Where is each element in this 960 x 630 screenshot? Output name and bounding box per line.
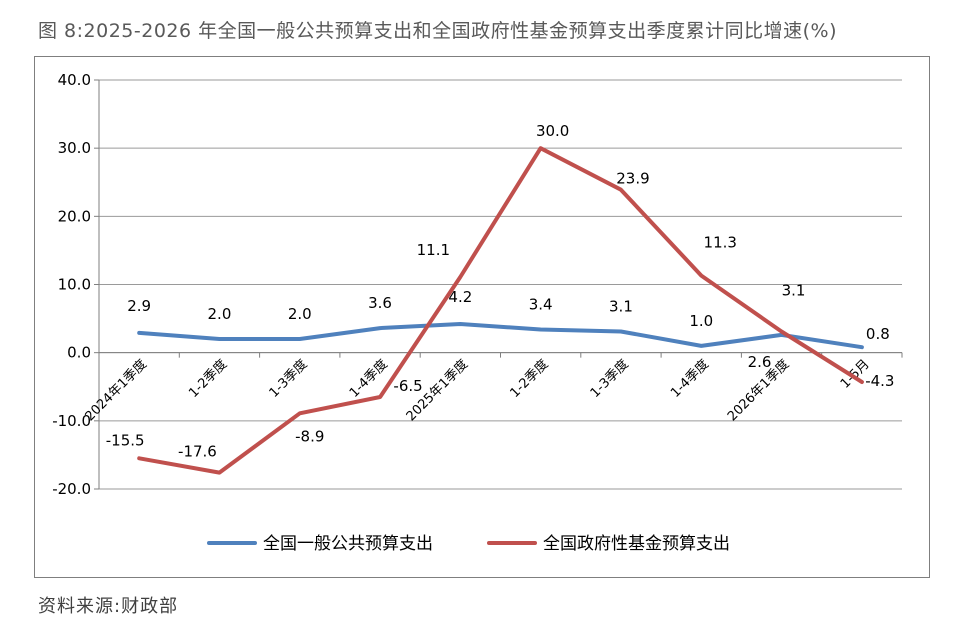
data-label: 3.4 xyxy=(529,295,553,313)
x-tick-label: 1-2季度 xyxy=(186,356,231,401)
data-label: 23.9 xyxy=(616,170,649,188)
data-label: -8.9 xyxy=(295,427,324,445)
data-label: 2.0 xyxy=(208,305,232,323)
data-label: -15.5 xyxy=(106,431,145,449)
chart-frame xyxy=(34,56,930,578)
chart-title: 图 8:2025-2026 年全国一般公共预算支出和全国政府性基金预算支出季度累… xyxy=(38,20,838,42)
data-label: 3.1 xyxy=(782,282,806,300)
data-label: -17.6 xyxy=(178,443,217,461)
x-tick-label: 1-2季度 xyxy=(507,356,552,401)
y-tick-label: 0.0 xyxy=(67,344,91,362)
y-tick-label: -10.0 xyxy=(52,412,91,430)
x-tick-label: 1-4季度 xyxy=(667,356,712,401)
data-label: 30.0 xyxy=(536,122,569,140)
series-line-2 xyxy=(137,146,864,475)
data-label: 11.1 xyxy=(417,241,450,259)
data-label: 4.2 xyxy=(448,288,472,306)
y-tick-label: 10.0 xyxy=(58,276,91,294)
y-tick-label: 20.0 xyxy=(58,207,91,225)
data-label: -6.5 xyxy=(393,377,422,395)
series-line-1 xyxy=(137,322,864,350)
data-label: 3.1 xyxy=(609,298,633,316)
source-note: 资料来源:财政部 xyxy=(38,596,179,617)
x-tick-label: 2024年1季度 xyxy=(82,356,150,424)
data-label: -4.3 xyxy=(865,372,894,390)
data-label: 11.3 xyxy=(704,234,737,252)
x-tick-label: 1-3季度 xyxy=(266,356,311,401)
x-tick-label: 1-3季度 xyxy=(587,356,632,401)
y-tick-label: 40.0 xyxy=(58,71,91,89)
data-label: 2.0 xyxy=(288,305,312,323)
data-label: 2.9 xyxy=(127,297,151,315)
data-label: 0.8 xyxy=(866,325,890,343)
data-label: 1.0 xyxy=(689,312,713,330)
data-label: 2.6 xyxy=(748,353,772,371)
legend-label: 全国一般公共预算支出 xyxy=(263,534,433,554)
y-tick-label: 30.0 xyxy=(58,139,91,157)
data-label: 3.6 xyxy=(368,294,392,312)
y-tick-label: -20.0 xyxy=(52,480,91,498)
legend-label: 全国政府性基金预算支出 xyxy=(543,534,730,554)
